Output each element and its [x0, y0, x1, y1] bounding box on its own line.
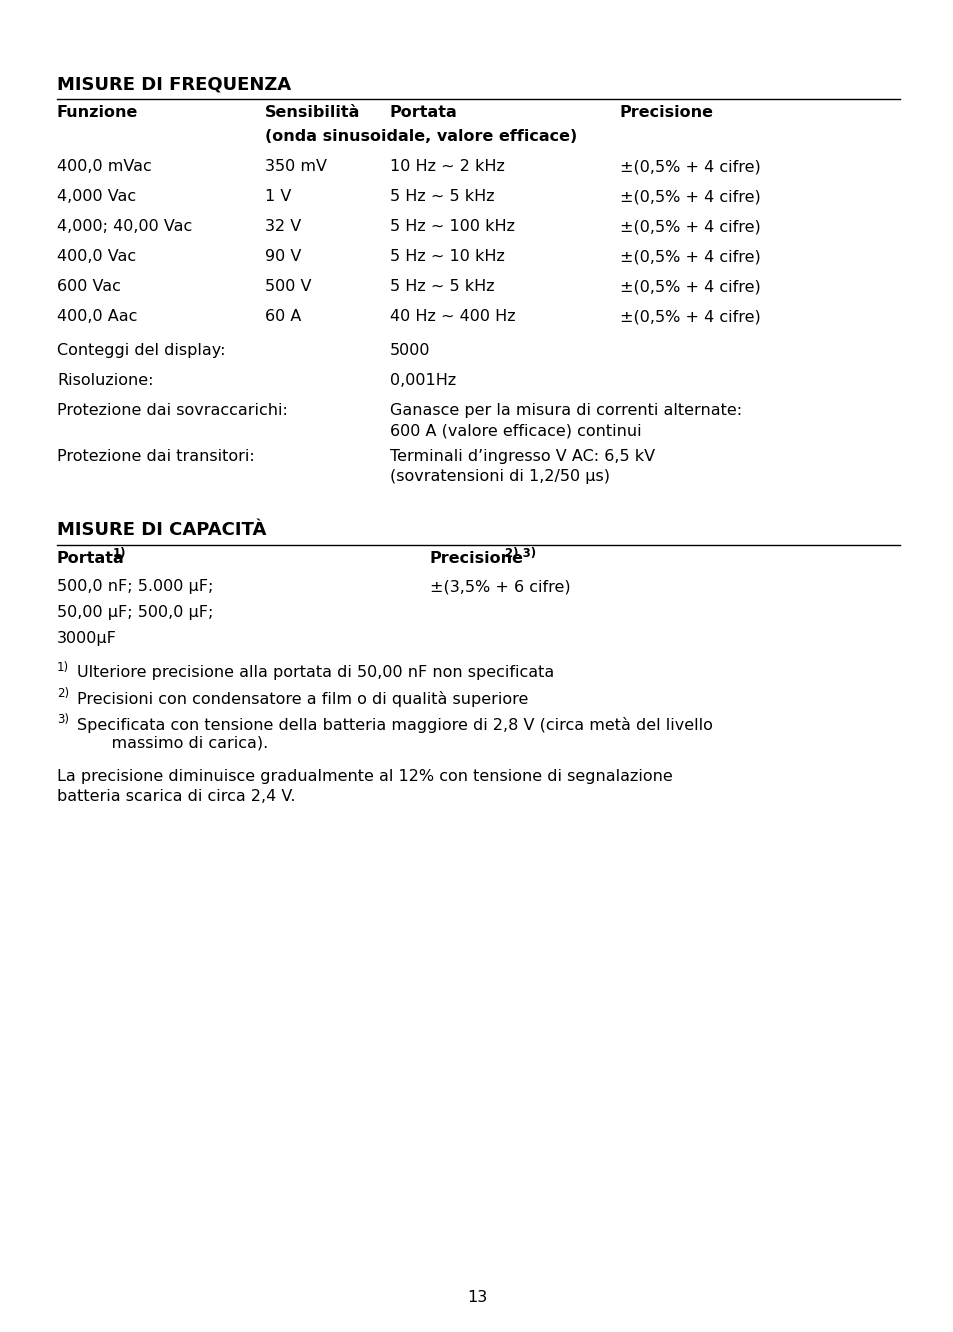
Text: 400,0 mVac: 400,0 mVac — [57, 159, 152, 174]
Text: 600 A (valore efficace) continui: 600 A (valore efficace) continui — [390, 424, 641, 438]
Text: ±(0,5% + 4 cifre): ±(0,5% + 4 cifre) — [619, 278, 760, 294]
Text: 5 Hz ~ 5 kHz: 5 Hz ~ 5 kHz — [390, 278, 494, 294]
Text: Protezione dai sovraccarichi:: Protezione dai sovraccarichi: — [57, 404, 288, 418]
Text: Risoluzione:: Risoluzione: — [57, 373, 153, 388]
Text: Sensibilità: Sensibilità — [265, 105, 360, 120]
Text: 5000: 5000 — [390, 344, 430, 358]
Text: Protezione dai transitori:: Protezione dai transitori: — [57, 449, 254, 464]
Text: ±(0,5% + 4 cifre): ±(0,5% + 4 cifre) — [619, 309, 760, 324]
Text: 5 Hz ~ 100 kHz: 5 Hz ~ 100 kHz — [390, 218, 515, 234]
Text: 1): 1) — [112, 547, 127, 559]
Text: 5 Hz ~ 10 kHz: 5 Hz ~ 10 kHz — [390, 249, 504, 264]
Text: Precisione: Precisione — [430, 551, 523, 566]
Text: MISURE DI FREQUENZA: MISURE DI FREQUENZA — [57, 75, 291, 93]
Text: 4,000 Vac: 4,000 Vac — [57, 189, 136, 204]
Text: 2): 2) — [57, 687, 69, 701]
Text: Conteggi del display:: Conteggi del display: — [57, 344, 225, 358]
Text: Precisioni con condensatore a film o di qualità superiore: Precisioni con condensatore a film o di … — [77, 691, 528, 707]
Text: 32 V: 32 V — [265, 218, 301, 234]
Text: 90 V: 90 V — [265, 249, 301, 264]
Text: 400,0 Aac: 400,0 Aac — [57, 309, 137, 324]
Text: Portata: Portata — [57, 551, 125, 566]
Text: 4,000; 40,00 Vac: 4,000; 40,00 Vac — [57, 218, 193, 234]
Text: ±(0,5% + 4 cifre): ±(0,5% + 4 cifre) — [619, 189, 760, 204]
Text: 10 Hz ~ 2 kHz: 10 Hz ~ 2 kHz — [390, 159, 504, 174]
Text: batteria scarica di circa 2,4 V.: batteria scarica di circa 2,4 V. — [57, 789, 295, 805]
Text: ±(0,5% + 4 cifre): ±(0,5% + 4 cifre) — [619, 249, 760, 264]
Text: 500,0 nF; 5.000 μF;: 500,0 nF; 5.000 μF; — [57, 579, 213, 594]
Text: ±(0,5% + 4 cifre): ±(0,5% + 4 cifre) — [619, 159, 760, 174]
Text: Precisione: Precisione — [619, 105, 713, 120]
Text: Specificata con tensione della batteria maggiore di 2,8 V (circa metà del livell: Specificata con tensione della batteria … — [77, 717, 712, 733]
Text: Terminali d’ingresso V AC: 6,5 kV: Terminali d’ingresso V AC: 6,5 kV — [390, 449, 655, 464]
Text: 1): 1) — [57, 661, 69, 674]
Text: 50,00 μF; 500,0 μF;: 50,00 μF; 500,0 μF; — [57, 605, 213, 619]
Text: ±(0,5% + 4 cifre): ±(0,5% + 4 cifre) — [619, 218, 760, 234]
Text: 400,0 Vac: 400,0 Vac — [57, 249, 136, 264]
Text: massimo di carica).: massimo di carica). — [91, 737, 268, 751]
Text: Ganasce per la misura di correnti alternate:: Ganasce per la misura di correnti altern… — [390, 404, 741, 418]
Text: (onda sinusoidale, valore efficace): (onda sinusoidale, valore efficace) — [265, 129, 577, 144]
Text: 0,001Hz: 0,001Hz — [390, 373, 456, 388]
Text: MISURE DI CAPACITÀ: MISURE DI CAPACITÀ — [57, 521, 266, 539]
Text: 3000μF: 3000μF — [57, 631, 117, 646]
Text: (sovratensioni di 1,2/50 μs): (sovratensioni di 1,2/50 μs) — [390, 469, 609, 484]
Text: 40 Hz ~ 400 Hz: 40 Hz ~ 400 Hz — [390, 309, 515, 324]
Text: 13: 13 — [466, 1289, 487, 1305]
Text: Funzione: Funzione — [57, 105, 138, 120]
Text: 600 Vac: 600 Vac — [57, 278, 121, 294]
Text: 60 A: 60 A — [265, 309, 301, 324]
Text: Portata: Portata — [390, 105, 457, 120]
Text: La precisione diminuisce gradualmente al 12% con tensione di segnalazione: La precisione diminuisce gradualmente al… — [57, 769, 672, 785]
Text: 1 V: 1 V — [265, 189, 291, 204]
Text: 2) 3): 2) 3) — [504, 547, 536, 559]
Text: 5 Hz ~ 5 kHz: 5 Hz ~ 5 kHz — [390, 189, 494, 204]
Text: 350 mV: 350 mV — [265, 159, 327, 174]
Text: 3): 3) — [57, 713, 69, 726]
Text: Ulteriore precisione alla portata di 50,00 nF non specificata: Ulteriore precisione alla portata di 50,… — [77, 665, 554, 681]
Text: ±(3,5% + 6 cifre): ±(3,5% + 6 cifre) — [430, 579, 570, 594]
Text: 500 V: 500 V — [265, 278, 312, 294]
